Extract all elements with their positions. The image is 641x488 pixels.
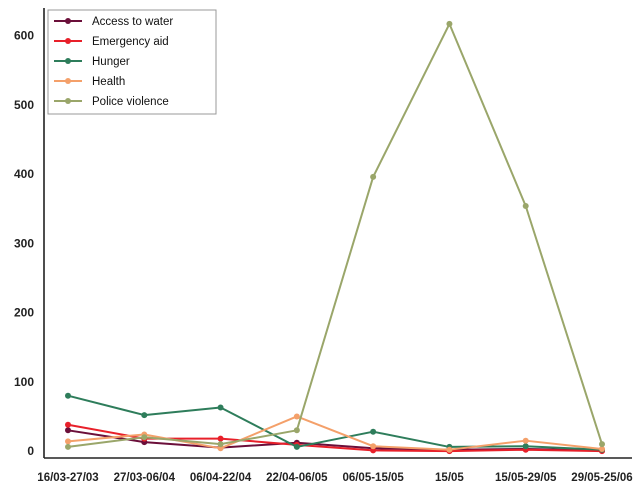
legend: Access to water Emergency aid Hunger Health… (47, 9, 217, 115)
y-tick-label: 400 (14, 167, 34, 181)
y-tick-labels: 0 100 200 300 400 500 600 (14, 29, 34, 458)
data-point (599, 441, 605, 448)
data-point (370, 443, 377, 450)
data-point (65, 392, 71, 399)
x-tick-label: 29/05-25/06 (571, 472, 632, 484)
y-tick-label: 600 (14, 29, 34, 43)
x-tick-label: 06/05-15/05 (342, 472, 404, 484)
axes (43, 8, 632, 459)
x-tick-label: 06/04-22/04 (190, 472, 252, 484)
data-point (370, 428, 377, 435)
data-point (293, 427, 300, 434)
legend-label: Emergency aid (92, 36, 169, 48)
data-point (599, 446, 605, 452)
legend-marker (65, 38, 71, 44)
data-point (141, 412, 148, 419)
data-point (217, 404, 224, 411)
y-tick-label: 200 (14, 306, 34, 320)
series-line (67, 394, 603, 451)
data-point (65, 421, 71, 428)
series-line (67, 22, 603, 448)
legend-label: Hunger (92, 56, 130, 68)
legend-label: Access to water (92, 16, 173, 28)
data-point (446, 446, 453, 453)
data-point (217, 435, 224, 442)
data-point (293, 413, 300, 420)
data-point (446, 20, 453, 27)
data-point (522, 203, 529, 209)
legend-marker (65, 98, 71, 104)
data-point (217, 445, 224, 452)
data-point (370, 447, 377, 454)
legend-marker (65, 18, 71, 24)
x-tick-label: 16/03-27/03 (37, 472, 98, 484)
legend-label: Police violence (92, 96, 169, 108)
y-tick-label: 300 (14, 236, 34, 250)
x-tick-label: 22/04-06/05 (266, 472, 328, 484)
legend-marker (65, 78, 71, 84)
y-tick-label: 100 (14, 375, 34, 389)
data-point (293, 443, 300, 450)
data-point (522, 437, 529, 444)
data-point (65, 443, 71, 450)
data-point (370, 173, 377, 180)
x-tick-label: 15/05 (435, 472, 464, 484)
y-tick-label: 0 (27, 444, 34, 458)
y-tick-label: 500 (14, 98, 34, 112)
data-point (141, 434, 148, 441)
series-lines (65, 20, 605, 455)
data-point (217, 441, 224, 448)
legend-marker (65, 58, 71, 64)
series-line (67, 415, 603, 451)
data-point (65, 438, 71, 445)
data-point (65, 427, 71, 434)
legend-label: Health (92, 76, 125, 88)
x-tick-labels: 16/03-27/03 27/03-06/04 06/04-22/04 22/04-0… (37, 472, 632, 484)
x-tick-label: 15/05-29/05 (495, 472, 557, 484)
data-point (522, 443, 529, 450)
x-tick-label: 27/03-06/04 (114, 472, 176, 484)
